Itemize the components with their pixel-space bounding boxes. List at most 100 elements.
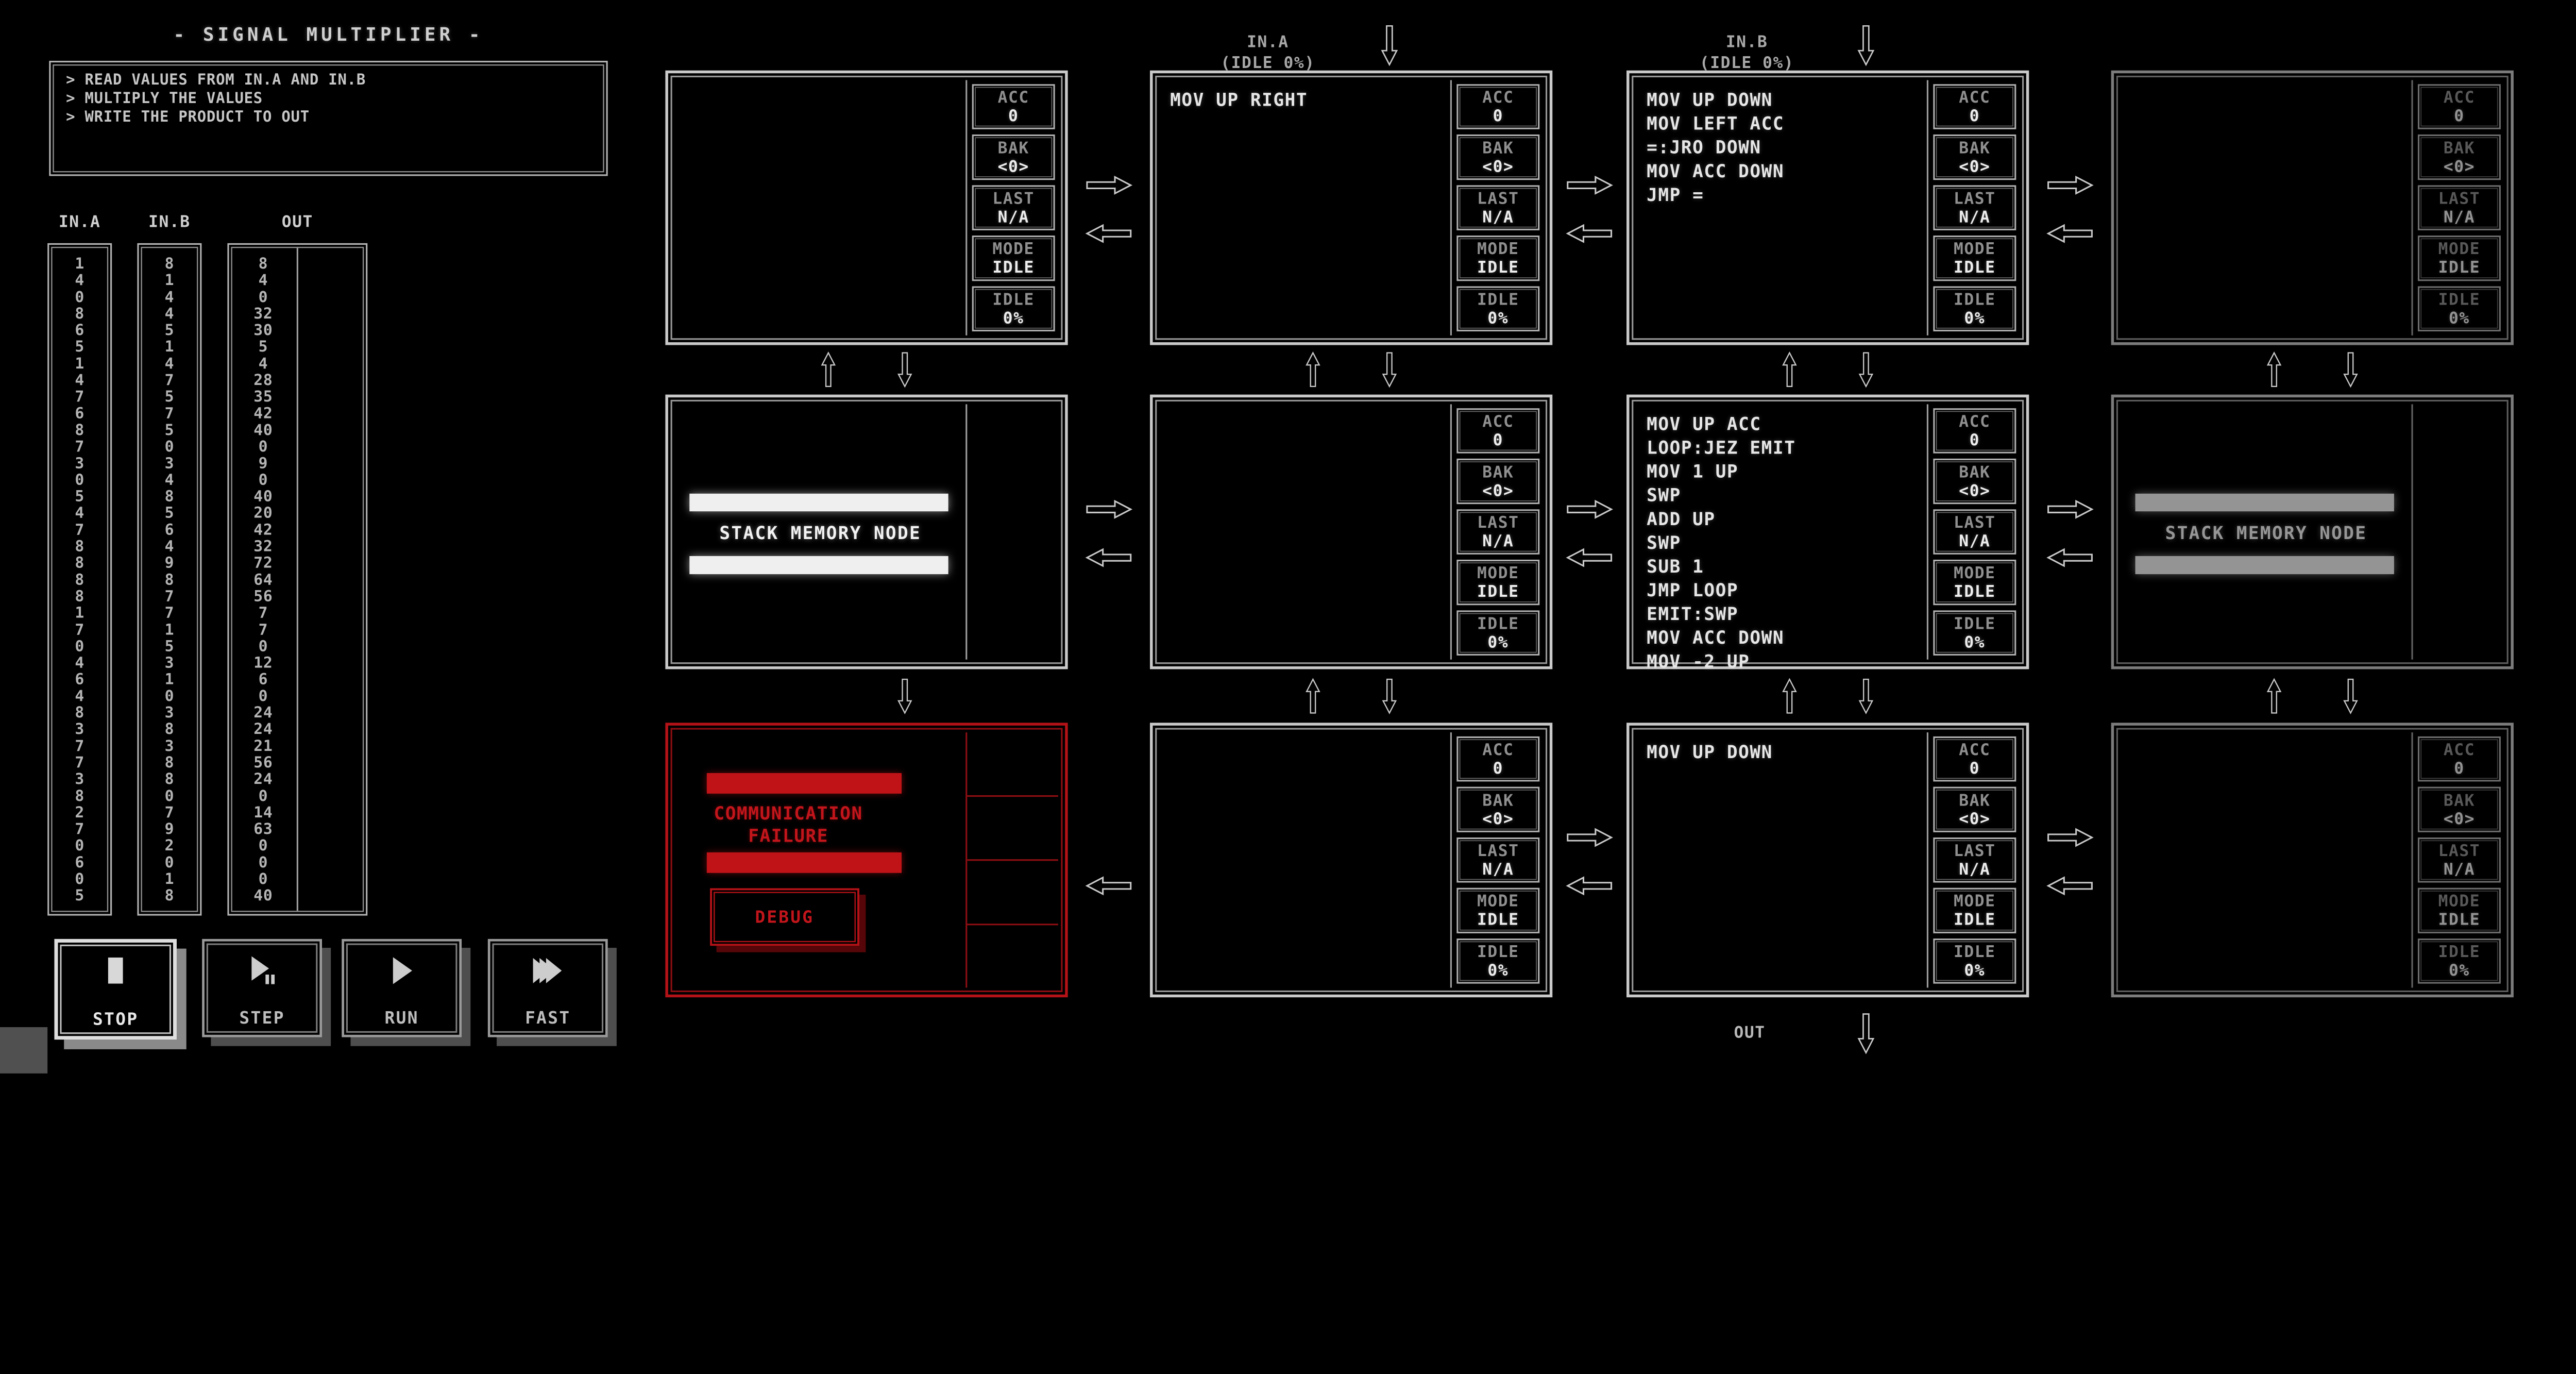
stack-contents	[967, 404, 1058, 659]
out-expected-value: 0	[258, 636, 268, 655]
out-expected-value: 32	[253, 304, 273, 322]
status-panel: ACC 0 BAK <0> LAST N/A MODE IDLE IDLE 0%	[1928, 404, 2020, 659]
code-editor[interactable]	[2121, 732, 2413, 988]
status-last-label: LAST	[1954, 189, 1996, 208]
status-mode-value: IDLE	[1954, 258, 1996, 277]
arrow-left-icon	[2046, 547, 2094, 570]
in-b-value: 4	[164, 288, 175, 306]
status-mode-label: MODE	[1954, 240, 1996, 259]
status-panel: ACC 0 BAK <0> LAST N/A MODE IDLE IDLE 0%	[967, 80, 1058, 335]
in-a-value: 3	[75, 720, 85, 738]
corner-chip	[0, 1027, 48, 1074]
status-panel: ACC 0 BAK <0> LAST N/A MODE IDLE IDLE 0%	[2413, 732, 2504, 987]
out-expected-value: 0	[258, 686, 268, 705]
status-last-value: N/A	[1959, 532, 1991, 550]
node-r2-c1: STACK MEMORY NODE	[665, 394, 1068, 669]
status-acc-value: 0	[1969, 107, 1980, 126]
out-expected-value: 14	[253, 803, 273, 821]
arrow-left-icon	[1085, 223, 1132, 246]
arrow-up-icon	[1305, 349, 1321, 392]
arrow-left-icon	[1085, 875, 1132, 898]
status-bak-label: BAK	[1482, 139, 1514, 158]
status-last-label: LAST	[1477, 189, 1519, 208]
status-last-label: LAST	[992, 189, 1035, 208]
code-editor[interactable]: MOV UP RIGHT	[1160, 80, 1452, 336]
code-editor[interactable]	[1160, 732, 1452, 988]
in-a-value: 5	[75, 487, 85, 505]
status-panel: ACC 0 BAK <0> LAST N/A MODE IDLE IDLE 0%	[1452, 404, 1543, 659]
in-b-value: 8	[164, 254, 175, 273]
step-button-label: STEP	[239, 1008, 285, 1028]
arrow-left-icon	[1566, 875, 1613, 898]
failure-side-cell	[967, 925, 1058, 987]
code-editor[interactable]	[2121, 80, 2413, 336]
failure-bar-top	[707, 773, 902, 794]
stop-button[interactable]: STOP	[54, 939, 177, 1040]
status-mode: MODE IDLE	[1456, 560, 1540, 605]
in-b-stream-status: (IDLE 0%)	[1699, 53, 1794, 72]
arrow-down-icon	[1381, 349, 1397, 392]
status-idle-value: 0%	[1487, 309, 1509, 328]
in-b-value: 1	[164, 271, 175, 289]
status-acc-label: ACC	[997, 88, 1029, 107]
fast-button[interactable]: FAST	[487, 939, 608, 1037]
code-editor[interactable]: MOV UP DOWN	[1636, 732, 1928, 988]
step-button[interactable]: STEP	[202, 939, 322, 1037]
arrow-down-icon	[1857, 20, 1875, 72]
in-a-stream-status: (IDLE 0%)	[1221, 53, 1315, 72]
out-expected-value: 28	[253, 371, 273, 389]
stack-node-face: STACK MEMORY NODE	[675, 404, 968, 660]
arrow-down-icon	[1858, 349, 1874, 392]
status-bak: BAK <0>	[2417, 786, 2501, 832]
code-editor[interactable]: MOV UP DOWN MOV LEFT ACC =:JRO DOWN MOV …	[1636, 80, 1928, 336]
status-idle-label: IDLE	[1477, 614, 1519, 633]
status-last-value: N/A	[2443, 208, 2476, 227]
status-idle-label: IDLE	[1954, 942, 1996, 961]
node-r3-c1-body: COMMUNICATION FAILURE DEBUG	[675, 732, 1058, 988]
debug-button[interactable]: DEBUG	[709, 888, 859, 946]
in-b-value: 4	[164, 471, 175, 489]
in-b-value: 3	[164, 703, 175, 722]
status-acc-label: ACC	[1959, 412, 1991, 431]
in-b-value: 0	[164, 786, 175, 805]
out-expected-value: 0	[258, 786, 268, 805]
in-b-value: 8	[164, 886, 175, 904]
status-acc-label: ACC	[1482, 740, 1514, 759]
status-idle-label: IDLE	[1477, 290, 1519, 309]
out-header: OUT	[281, 212, 313, 231]
status-idle-value: 0%	[1487, 961, 1509, 980]
status-mode: MODE IDLE	[1933, 560, 2016, 605]
status-acc-label: ACC	[1959, 740, 1991, 759]
in-a-value: 7	[75, 387, 85, 406]
arrow-right-icon	[1566, 175, 1613, 197]
arrow-down-icon	[897, 349, 913, 392]
in-b-value: 1	[164, 620, 175, 638]
failure-side-column	[967, 732, 1058, 987]
arrow-right-icon	[2046, 175, 2094, 197]
in-a-value: 6	[75, 321, 85, 339]
in-a-value: 1	[75, 254, 85, 273]
failure-node-face: COMMUNICATION FAILURE DEBUG	[675, 732, 968, 988]
code-editor[interactable]	[675, 80, 968, 336]
code-editor[interactable]	[1160, 404, 1452, 660]
status-acc-value: 0	[1493, 431, 1504, 450]
out-expected-value: 24	[253, 720, 273, 738]
failure-message: COMMUNICATION FAILURE	[714, 803, 863, 847]
in-a-value: 1	[75, 604, 85, 622]
arrow-up-icon	[1305, 675, 1321, 718]
status-mode-label: MODE	[1477, 892, 1519, 911]
status-mode-value: IDLE	[2438, 258, 2481, 277]
run-button[interactable]: RUN	[342, 939, 462, 1037]
in-b-value: 1	[164, 338, 175, 356]
run-button-label: RUN	[384, 1008, 419, 1028]
code-editor[interactable]: MOV UP ACC LOOP:JEZ EMIT MOV 1 UP SWP AD…	[1636, 404, 1928, 672]
out-expected-value: 7	[258, 604, 268, 622]
in-b-value: 3	[164, 454, 175, 472]
node-r2-c2: ACC 0 BAK <0> LAST N/A MODE IDLE IDLE 0%	[1150, 394, 1553, 669]
in-a-value: 2	[75, 803, 85, 821]
goal-line: > WRITE THE PRODUCT TO OUT	[66, 108, 310, 125]
status-idle-value: 0%	[1003, 309, 1024, 328]
stack-node-face: STACK MEMORY NODE	[2121, 404, 2413, 660]
status-acc-label: ACC	[2443, 88, 2476, 107]
status-mode: MODE IDLE	[972, 236, 1055, 281]
